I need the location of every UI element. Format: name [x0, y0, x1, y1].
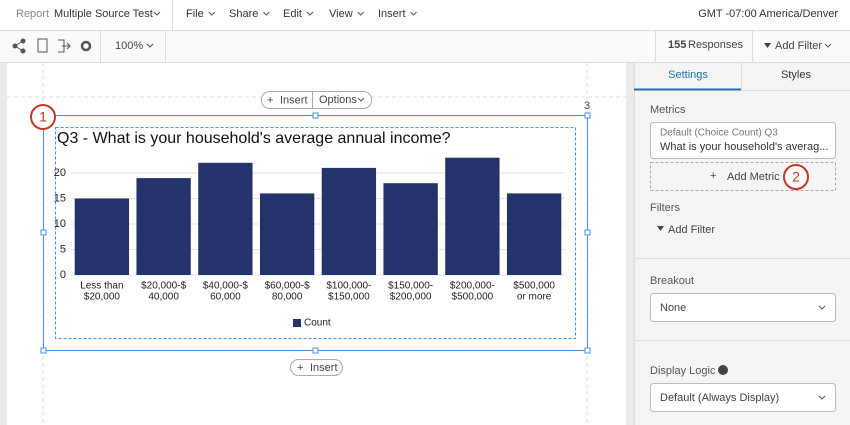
bar	[259, 193, 315, 275]
chevron	[410, 11, 417, 16]
breakout-heading: Breakout	[650, 275, 694, 287]
add-filter-button[interactable]: Add Filter	[775, 40, 822, 52]
x-tick-label: $200,000	[390, 292, 432, 303]
responses-count: 155	[668, 39, 686, 51]
metrics-heading: Metrics	[650, 104, 686, 116]
chart-title: Q3 - What is your household's average an…	[57, 130, 451, 147]
insert-top[interactable]: Insert	[280, 94, 308, 106]
menu-item[interactable]: File	[186, 8, 204, 20]
zoom[interactable]: 100%	[115, 40, 143, 52]
x-tick-label: $150,000	[328, 292, 370, 303]
tab[interactable]: Styles	[781, 69, 811, 81]
chevron	[357, 97, 365, 102]
callout	[30, 104, 56, 130]
x-tick-label: $500,000	[513, 281, 555, 292]
tab[interactable]: Settings	[668, 69, 708, 81]
insert-options-button[interactable]	[261, 91, 372, 109]
bar	[383, 183, 438, 275]
menu-item[interactable]: Edit	[283, 8, 302, 20]
plus-icon: +	[297, 362, 303, 374]
callout-number: 1	[39, 109, 47, 125]
menu-item[interactable]: View	[329, 8, 353, 20]
chevron	[306, 11, 314, 16]
x-tick-label: $60,000-$	[265, 281, 310, 292]
page-number: 3	[584, 100, 590, 112]
chevron	[153, 11, 161, 16]
display-logic-select[interactable]	[650, 383, 836, 412]
x-tick-label: 40,000	[148, 292, 179, 303]
bar	[445, 157, 500, 275]
callout-number: 2	[792, 169, 800, 185]
toolbar-icons[interactable]	[12, 38, 92, 54]
bar	[321, 167, 377, 275]
add-metric-box[interactable]	[650, 162, 836, 191]
filters-heading: Filters	[650, 202, 680, 214]
toolbar	[0, 31, 850, 62]
display-logic-value: Default (Always Display)	[660, 392, 779, 404]
x-tick-label: Less than	[80, 281, 123, 292]
x-tick-label: $100,000-	[326, 281, 371, 292]
bar	[74, 198, 130, 275]
metric-card[interactable]	[650, 122, 836, 159]
add-filter-link[interactable]: Add Filter	[668, 224, 715, 236]
display-logic-heading: Display Logic	[650, 365, 716, 377]
breakout-value: None	[660, 302, 686, 314]
responses-label: Responses	[688, 39, 744, 51]
bar	[198, 162, 253, 275]
x-tick-label: $500,000	[452, 292, 494, 303]
legend-label: Count	[304, 318, 331, 329]
chart-frame	[55, 127, 576, 339]
y-tick-label: 5	[60, 243, 66, 255]
top-bar	[0, 0, 850, 30]
report-name[interactable]: Multiple Source Test	[54, 8, 153, 20]
chevron	[818, 305, 826, 310]
plus-icon: +	[267, 94, 273, 106]
insert-bottom-button[interactable]	[290, 359, 343, 376]
info-icon[interactable]	[718, 365, 728, 375]
x-tick-label: $200,000-	[450, 281, 495, 292]
y-tick-label: 10	[54, 218, 66, 230]
metric-title: Default (Choice Count) Q3	[660, 128, 778, 139]
x-tick-label: 80,000	[272, 292, 303, 303]
x-tick-label: 60,000	[210, 292, 241, 303]
x-tick-label: $20,000-$	[141, 281, 186, 292]
x-tick-label: or more	[517, 292, 552, 303]
y-tick-label: 20	[54, 167, 66, 179]
y-tick-label: 0	[60, 269, 66, 281]
options[interactable]: Options	[319, 94, 357, 106]
callout	[783, 164, 809, 190]
timezone: GMT -07:00 America/Denver	[698, 8, 838, 20]
y-tick-label: 15	[54, 192, 66, 204]
filter-icon	[657, 226, 664, 231]
menu-item[interactable]: Share	[229, 8, 258, 20]
insert-bottom[interactable]: Insert	[310, 362, 338, 374]
metric-subtitle: What is your household's averag...	[660, 141, 828, 153]
bar	[506, 193, 562, 275]
chevron	[208, 11, 216, 16]
chevron	[146, 43, 154, 48]
breakout-select[interactable]	[650, 293, 836, 322]
chevron	[357, 11, 365, 16]
bar	[136, 178, 191, 275]
x-tick-label: $150,000-	[388, 281, 433, 292]
chevron	[824, 43, 832, 48]
report-label: Report	[16, 8, 49, 20]
resize-handles[interactable]	[40, 112, 591, 354]
chevron	[263, 11, 270, 16]
x-tick-label: $40,000-$	[203, 281, 248, 292]
plus-icon: +	[710, 170, 716, 182]
legend-swatch	[293, 319, 301, 327]
add-metric[interactable]: Add Metric	[727, 171, 780, 183]
filter-icon	[764, 43, 771, 48]
x-tick-label: $20,000	[84, 292, 121, 303]
chevron	[818, 395, 826, 400]
menu-item[interactable]: Insert	[378, 8, 406, 20]
